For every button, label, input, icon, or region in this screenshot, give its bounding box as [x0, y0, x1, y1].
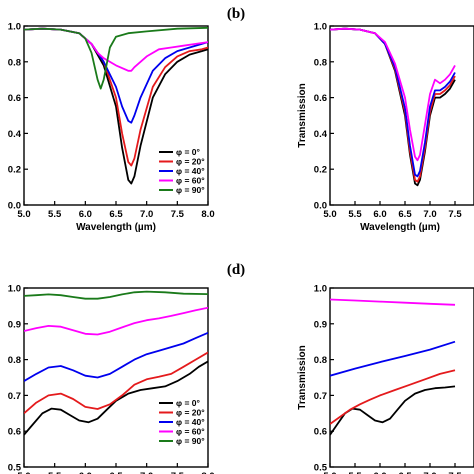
- plot-frame: [329, 287, 474, 468]
- legend-entry: φ = 90°: [176, 185, 205, 195]
- x-tick-label: 8.0: [201, 471, 214, 474]
- legend-entry: φ = 0°: [176, 398, 200, 408]
- legend-entry: φ = 60°: [176, 427, 205, 437]
- y-tick-label: 1.0: [314, 284, 327, 295]
- x-tick-label: 5.0: [17, 209, 30, 220]
- series-line-3: [24, 306, 208, 336]
- y-axis-label: Transmission: [297, 83, 308, 147]
- x-tick-label: 5.5: [48, 471, 62, 474]
- series-group: [330, 298, 456, 436]
- y-tick-label: 0.8: [8, 355, 21, 366]
- x-tick-label: 5.5: [48, 209, 62, 220]
- y-tick-label: 0.6: [8, 93, 21, 104]
- x-tick-label: 6.5: [398, 209, 412, 220]
- series-group: [24, 290, 208, 436]
- series-line-4: [24, 26, 208, 90]
- chart-panel-a: 0.0 0.2 0.4 0.6 0.8 1.0 5.0 5.5 6.0 6.5 7.0 7.5 8.0 W…: [8, 22, 215, 234]
- series-line-2: [330, 27, 456, 178]
- legend-entry: φ = 40°: [176, 166, 205, 176]
- y-tick-label: 0.7: [314, 391, 327, 402]
- y-tick-label: 1.0: [8, 284, 21, 295]
- y-tick-label: 0.0: [314, 201, 327, 212]
- y-tick-label: 0.6: [314, 427, 327, 438]
- x-tick-label: 6.0: [79, 471, 92, 474]
- series-line-2: [24, 331, 208, 382]
- x-tick-label: 7.0: [140, 471, 153, 474]
- y-axis-label: Transmission: [297, 345, 308, 409]
- x-tick-label: 7.5: [448, 471, 462, 474]
- x-tick-label: 8.0: [201, 209, 214, 220]
- x-tick-label: 5.5: [348, 471, 362, 474]
- x-axis-label: Wavelength (µm): [360, 222, 440, 233]
- series-line-4: [24, 290, 208, 300]
- chart-panel-b: 0.0 0.2 0.4 0.6 0.8 1.0 5.0 5.5 6.0 6.5 7.0 7.5 Wave…: [297, 22, 474, 233]
- series-line-0: [24, 360, 208, 436]
- legend: φ = 0°φ = 20°φ = 40°φ = 60°φ = 90°: [159, 147, 205, 195]
- series-line-2: [330, 340, 456, 377]
- y-tick-label: 0.4: [314, 129, 328, 140]
- y-tick-label: 0.2: [314, 165, 327, 176]
- x-tick-label: 5.0: [323, 471, 336, 474]
- y-tick-label: 0.5: [8, 463, 22, 474]
- y-tick-label: 0.4: [8, 129, 22, 140]
- series-line-0: [330, 27, 456, 187]
- y-tick-label: 0.8: [314, 355, 327, 366]
- x-tick-label: 7.5: [171, 471, 185, 474]
- y-tick-label: 0.6: [8, 427, 21, 438]
- x-tick-label: 6.0: [373, 471, 386, 474]
- legend-entry: φ = 40°: [176, 417, 205, 427]
- chart-panel-c: 0.50.60.70.80.91.05.05.56.06.57.07.58.0W…: [8, 284, 215, 474]
- legend-entry: φ = 20°: [176, 408, 205, 418]
- chart-panel-d: 0.50.60.70.80.91.05.05.56.06.57.07.5Wave…: [297, 284, 474, 474]
- x-tick-label: 6.0: [79, 209, 92, 220]
- chart-panels: 0.0 0.2 0.4 0.6 0.8 1.0 5.0 5.5 6.0 6.5 7.0 7.5 8.0 W…: [8, 22, 474, 474]
- x-tick-label: 7.0: [423, 471, 436, 474]
- series-group: [330, 27, 456, 187]
- y-tick-label: 0.7: [8, 391, 21, 402]
- x-tick-label: 6.5: [398, 471, 412, 474]
- x-tick-label: 7.0: [423, 209, 436, 220]
- x-tick-label: 6.5: [109, 471, 123, 474]
- x-tick-label: 7.5: [448, 209, 462, 220]
- series-line-1: [330, 369, 456, 425]
- x-tick-label: 7.5: [171, 209, 185, 220]
- y-tick-label: 0.9: [8, 319, 21, 330]
- x-tick-label: 5.5: [348, 209, 362, 220]
- x-tick-label: 6.5: [109, 209, 123, 220]
- y-tick-label: 0.8: [8, 57, 21, 68]
- legend-entry: φ = 60°: [176, 176, 205, 186]
- series-line-1: [24, 351, 208, 414]
- x-tick-label: 5.0: [323, 209, 336, 220]
- legend-entry: φ = 90°: [176, 436, 205, 446]
- y-tick-label: 1.0: [314, 22, 327, 33]
- plot-frame: [329, 25, 474, 206]
- legend: φ = 0°φ = 20°φ = 40°φ = 60°φ = 90°: [159, 398, 205, 446]
- series-group: [24, 26, 208, 185]
- x-tick-label: 7.0: [140, 209, 153, 220]
- y-tick-label: 0.8: [314, 57, 327, 68]
- series-line-3: [330, 27, 456, 162]
- series-line-3: [330, 298, 456, 306]
- legend-entry: φ = 20°: [176, 157, 205, 167]
- x-axis-label: Wavelength (µm): [76, 222, 156, 233]
- x-tick-label: 5.0: [17, 471, 30, 474]
- y-tick-label: 0.6: [314, 93, 327, 104]
- y-tick-label: 0.9: [314, 319, 327, 330]
- y-tick-label: 0.0: [8, 201, 21, 212]
- series-line-1: [24, 27, 208, 167]
- series-line-1: [330, 27, 456, 183]
- y-tick-label: 0.2: [8, 165, 21, 176]
- panel-letter-d: (d): [227, 262, 245, 278]
- panel-letter-b: (b): [227, 6, 245, 22]
- y-tick-label: 0.5: [314, 463, 328, 474]
- x-tick-label: 6.0: [373, 209, 386, 220]
- legend-entry: φ = 0°: [176, 147, 200, 157]
- y-tick-label: 1.0: [8, 22, 21, 33]
